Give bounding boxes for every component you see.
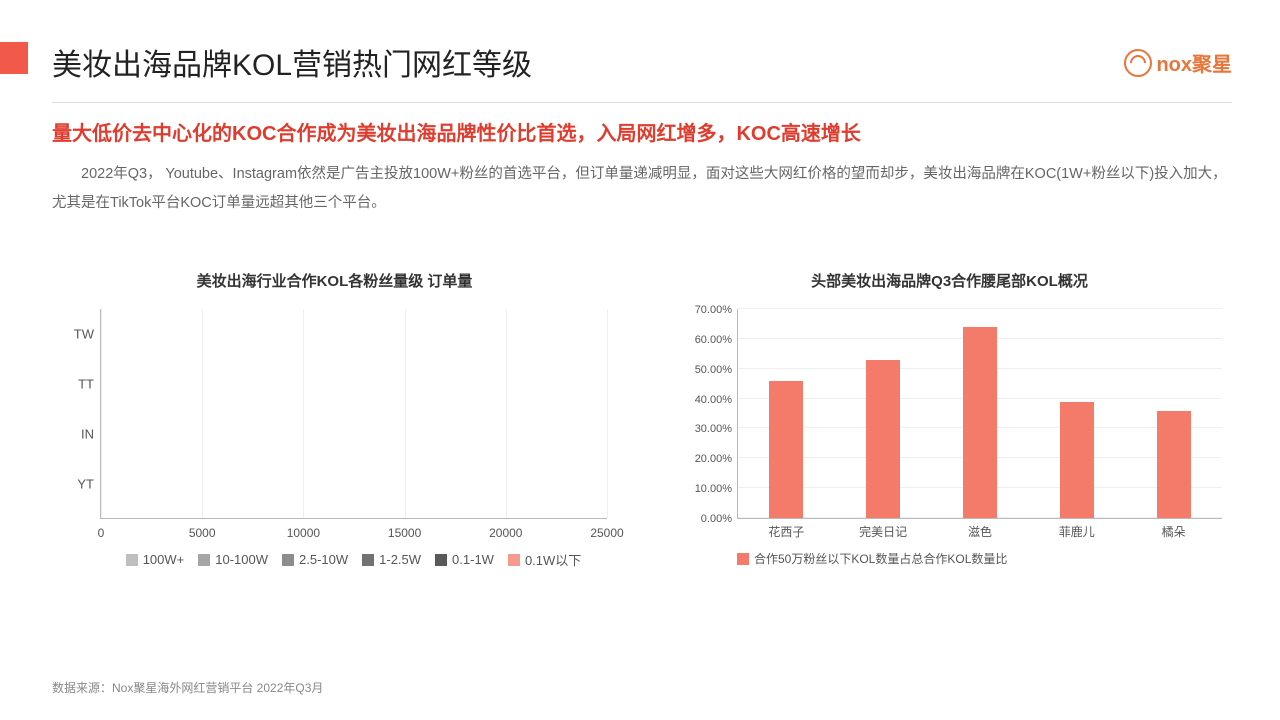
intro-section: 量大低价去中心化的KOC合作成为美妆出海品牌性价比首选，入局网红增多，KOC高速… [52, 102, 1232, 218]
x-axis-tick: 25000 [590, 526, 623, 540]
right-chart-title: 头部美妆出海品牌Q3合作腰尾部KOL概况 [667, 270, 1232, 291]
y-axis-tick: 10.00% [695, 483, 732, 495]
bar [1157, 411, 1191, 518]
x-axis-label: 橘朵 [1162, 523, 1186, 540]
headline: 量大低价去中心化的KOC合作成为美妆出海品牌性价比首选，入局网红增多，KOC高速… [52, 117, 1232, 146]
x-axis-label: 花西子 [768, 523, 804, 540]
x-axis-tick: 10000 [287, 526, 320, 540]
data-source: 数据来源：Nox聚星海外网红营销平台 2022年Q3月 [52, 679, 323, 696]
x-axis-tick: 5000 [189, 526, 216, 540]
y-axis-label: TT [52, 377, 94, 392]
bar [963, 327, 997, 518]
legend-item: 0.1W以下 [508, 550, 581, 569]
legend-item: 100W+ [126, 550, 185, 569]
logo-text: nox聚星 [1156, 48, 1232, 77]
left-chart-plot: 0500010000150002000025000 [100, 309, 607, 519]
legend-item: 0.1-1W [435, 550, 494, 569]
logo-mark-icon [1124, 49, 1152, 77]
left-chart-title: 美妆出海行业合作KOL各粉丝量级 订单量 [52, 270, 617, 291]
legend-item: 10-100W [198, 550, 268, 569]
y-axis-label: YT [52, 477, 94, 492]
y-axis-tick: 0.00% [701, 513, 732, 525]
y-axis-label: IN [52, 427, 94, 442]
bar [1060, 402, 1094, 518]
x-axis-tick: 20000 [489, 526, 522, 540]
y-axis-tick: 70.00% [695, 304, 732, 316]
y-axis-tick: 30.00% [695, 423, 732, 435]
accent-bar [0, 42, 28, 74]
x-axis-tick: 15000 [388, 526, 421, 540]
right-chart-legend: 合作50万粉丝以下KOL数量占总合作KOL数量比 [737, 550, 1222, 567]
right-chart-plot: 0.00%10.00%20.00%30.00%40.00%50.00%60.00… [737, 309, 1222, 519]
charts-row: 美妆出海行业合作KOL各粉丝量级 订单量 0500010000150002000… [52, 270, 1232, 559]
y-axis-tick: 50.00% [695, 364, 732, 376]
y-axis-tick: 60.00% [695, 334, 732, 346]
x-axis-label: 菲鹿儿 [1059, 523, 1095, 540]
legend-item: 2.5-10W [282, 550, 348, 569]
bar [866, 360, 900, 518]
x-axis-tick: 0 [98, 526, 105, 540]
right-chart: 头部美妆出海品牌Q3合作腰尾部KOL概况 0.00% 10.00% 20.00% 30… [667, 270, 1232, 559]
y-axis-tick: 40.00% [695, 394, 732, 406]
brand-logo: nox聚星 [1124, 48, 1232, 77]
bar [769, 381, 803, 518]
legend-item: 1-2.5W [362, 550, 421, 569]
y-axis-label: TW [52, 327, 94, 342]
page-title: 美妆出海品牌KOL营销热门网红等级 [52, 40, 532, 84]
y-axis-tick: 20.00% [695, 453, 732, 465]
x-axis-label: 完美日记 [859, 523, 907, 540]
left-chart: 美妆出海行业合作KOL各粉丝量级 订单量 0500010000150002000… [52, 270, 617, 559]
right-chart-area: 0.00% 10.00% 20.00% 30.00% 40.00% 50.00% 60.00… [667, 309, 1232, 559]
left-chart-area: 0500010000150002000025000 100W+10-100W2.… [52, 309, 617, 559]
body-paragraph: 2022年Q3， Youtube、Instagram依然是广告主投放100W+粉… [52, 160, 1232, 218]
left-chart-legend: 100W+ 10-100W 2.5-10W 1-2.5W 0.1-1W 0.1W以下 [100, 550, 607, 569]
x-axis-label: 滋色 [968, 523, 992, 540]
